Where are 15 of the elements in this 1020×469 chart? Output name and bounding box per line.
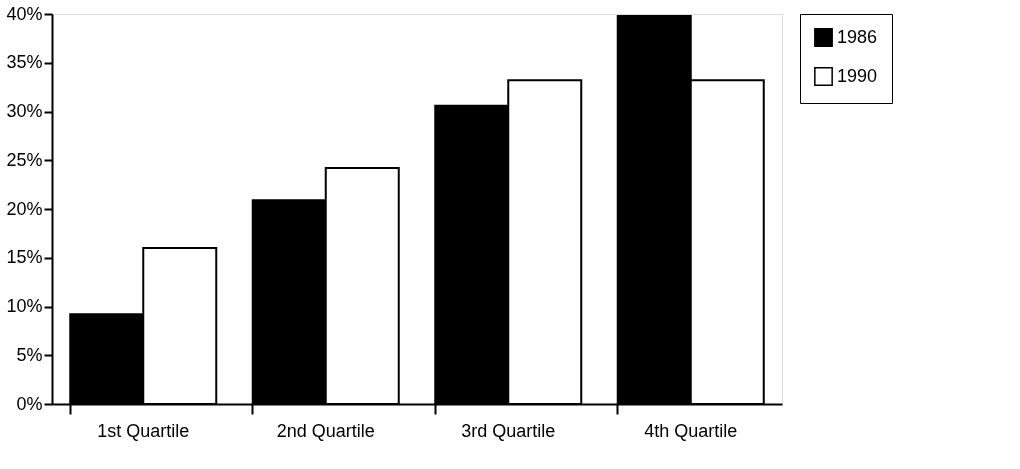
y-tick-label: 20% <box>6 198 43 219</box>
y-tick-label: 15% <box>6 247 43 268</box>
y-tick-label: 30% <box>6 101 43 121</box>
y-tick-label: 10% <box>6 296 43 316</box>
y-tick-label: 35% <box>6 52 43 73</box>
y-tick-label: 5% <box>16 344 43 365</box>
y-tick-label: 0% <box>16 393 43 414</box>
y-tick-label: 25% <box>6 149 43 170</box>
legend-label: 1990 <box>837 65 878 86</box>
x-tick-label: 4th Quartile <box>644 420 738 441</box>
x-tick-label: 1st Quartile <box>97 420 190 441</box>
x-tick-label: 3rd Quartile <box>461 420 556 441</box>
x-tick-label: 2nd Quartile <box>276 420 375 441</box>
legend-label: 1986 <box>837 26 878 47</box>
y-tick-label: 40% <box>6 3 43 24</box>
